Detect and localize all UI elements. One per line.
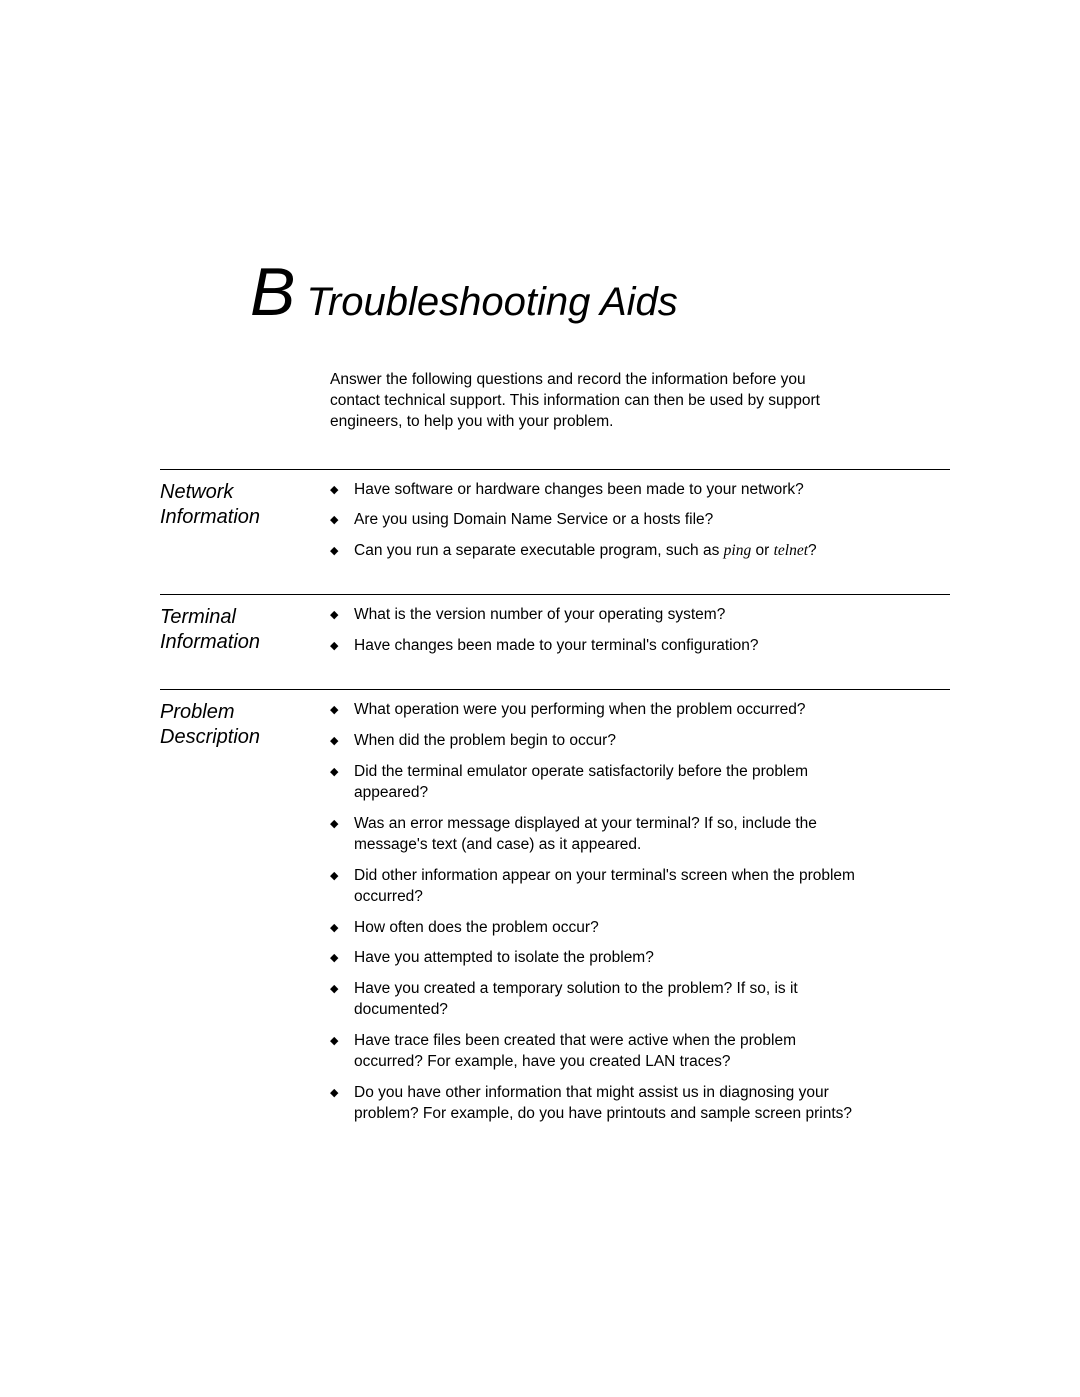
section-label-terminal: Terminal Information [160, 605, 330, 667]
item-text: How often does the problem occur? [354, 919, 599, 936]
item-text: Did the terminal emulator operate satisf… [354, 763, 808, 801]
list-item: Can you run a separate executable progra… [330, 541, 864, 562]
item-text: Have changes been made to your terminal'… [354, 637, 758, 654]
section-problem: Problem Description What operation were … [160, 689, 950, 1135]
list-item: What is the version number of your opera… [330, 605, 864, 626]
list-network: Have software or hardware changes been m… [330, 480, 950, 563]
section-body-network: Have software or hardware changes been m… [330, 480, 950, 573]
list-item: Have software or hardware changes been m… [330, 480, 864, 501]
intro-paragraph: Answer the following questions and recor… [330, 370, 850, 433]
section-label-network: Network Information [160, 480, 330, 573]
item-italic: ping [724, 542, 752, 559]
list-terminal: What is the version number of your opera… [330, 605, 950, 657]
list-item: How often does the problem occur? [330, 918, 864, 939]
list-item: Was an error message displayed at your t… [330, 814, 864, 856]
chapter-title: Troubleshooting Aids [295, 280, 677, 324]
item-text: Have software or hardware changes been m… [354, 481, 804, 498]
list-item: Did other information appear on your ter… [330, 866, 864, 908]
item-text: What operation were you performing when … [354, 701, 805, 718]
list-item: Have changes been made to your terminal'… [330, 636, 864, 657]
item-text: Do you have other information that might… [354, 1084, 852, 1122]
section-body-terminal: What is the version number of your opera… [330, 605, 950, 667]
item-text: ? [808, 542, 817, 559]
item-text: Did other information appear on your ter… [354, 867, 855, 905]
section-network: Network Information Have software or har… [160, 469, 950, 573]
chapter-heading: B Troubleshooting Aids [250, 255, 950, 330]
item-text: Have you attempted to isolate the proble… [354, 949, 654, 966]
list-item: Do you have other information that might… [330, 1083, 864, 1125]
item-text: Have you created a temporary solution to… [354, 980, 798, 1018]
page: B Troubleshooting Aids Answer the follow… [0, 0, 1080, 1235]
list-item: Have you attempted to isolate the proble… [330, 948, 864, 969]
item-text: Are you using Domain Name Service or a h… [354, 511, 713, 528]
item-text: What is the version number of your opera… [354, 606, 725, 623]
item-italic: telnet [774, 542, 808, 559]
item-text: Have trace files been created that were … [354, 1032, 796, 1070]
item-text: When did the problem begin to occur? [354, 732, 616, 749]
item-text: or [751, 542, 773, 559]
section-label-problem: Problem Description [160, 700, 330, 1135]
list-item: Have trace files been created that were … [330, 1031, 864, 1073]
list-item: Have you created a temporary solution to… [330, 979, 864, 1021]
item-text: Was an error message displayed at your t… [354, 815, 817, 853]
list-item: When did the problem begin to occur? [330, 731, 864, 752]
list-item: Are you using Domain Name Service or a h… [330, 510, 864, 531]
chapter-letter: B [250, 254, 295, 330]
section-terminal: Terminal Information What is the version… [160, 594, 950, 667]
item-text: Can you run a separate executable progra… [354, 542, 724, 559]
list-item: What operation were you performing when … [330, 700, 864, 721]
section-body-problem: What operation were you performing when … [330, 700, 950, 1135]
list-problem: What operation were you performing when … [330, 700, 950, 1125]
list-item: Did the terminal emulator operate satisf… [330, 762, 864, 804]
